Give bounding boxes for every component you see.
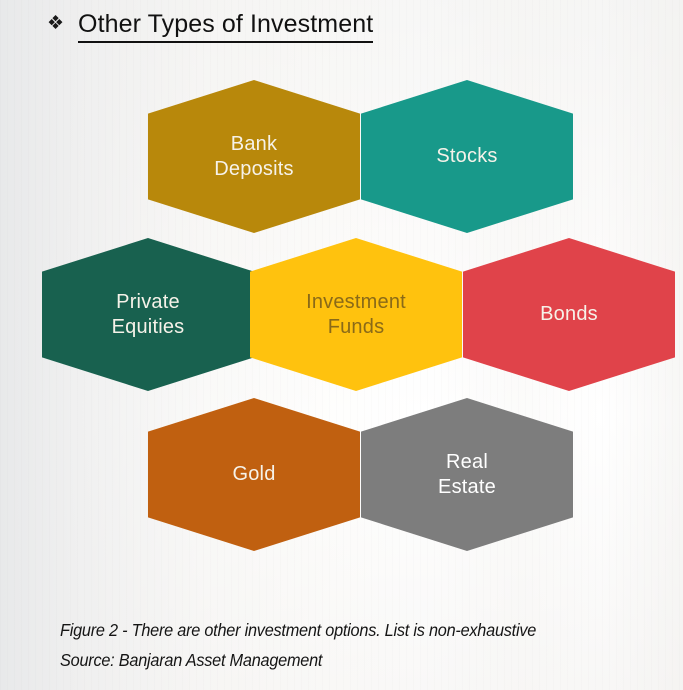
diamond-bullet-icon: ❖ xyxy=(47,13,65,34)
hex-cell-real-estate[interactable]: Real Estate xyxy=(361,398,573,551)
hex-label-bank-deposits: Bank Deposits xyxy=(214,132,294,180)
slide-title-row: ❖ Other Types of Investment xyxy=(47,8,374,43)
hexagon-diagram: Bank Deposits Stocks Private Equities In… xyxy=(42,80,675,551)
hex-cell-private-equities[interactable]: Private Equities xyxy=(42,238,254,391)
hex-label-gold: Gold xyxy=(232,463,276,485)
hex-cell-stocks[interactable]: Stocks xyxy=(361,80,573,233)
hex-label-private-equities: Private Equities xyxy=(111,290,185,338)
figure-caption: Figure 2 - There are other investment op… xyxy=(60,615,660,675)
hex-cell-bank-deposits[interactable]: Bank Deposits xyxy=(148,80,360,233)
hex-label-real-estate: Real Estate xyxy=(438,450,496,498)
caption-line-figure: Figure 2 - There are other investment op… xyxy=(60,620,537,640)
hex-cell-bonds[interactable]: Bonds xyxy=(463,238,675,391)
hex-label-investment-funds: Investment Funds xyxy=(306,290,406,338)
hex-cell-investment-funds[interactable]: Investment Funds xyxy=(250,238,462,391)
caption-line-source: Source: Banjaran Asset Management xyxy=(60,650,323,670)
hex-cell-gold[interactable]: Gold xyxy=(148,398,360,551)
page-title: Other Types of Investment xyxy=(78,8,374,43)
hex-label-bonds: Bonds xyxy=(540,303,598,325)
hex-label-stocks: Stocks xyxy=(436,145,498,167)
